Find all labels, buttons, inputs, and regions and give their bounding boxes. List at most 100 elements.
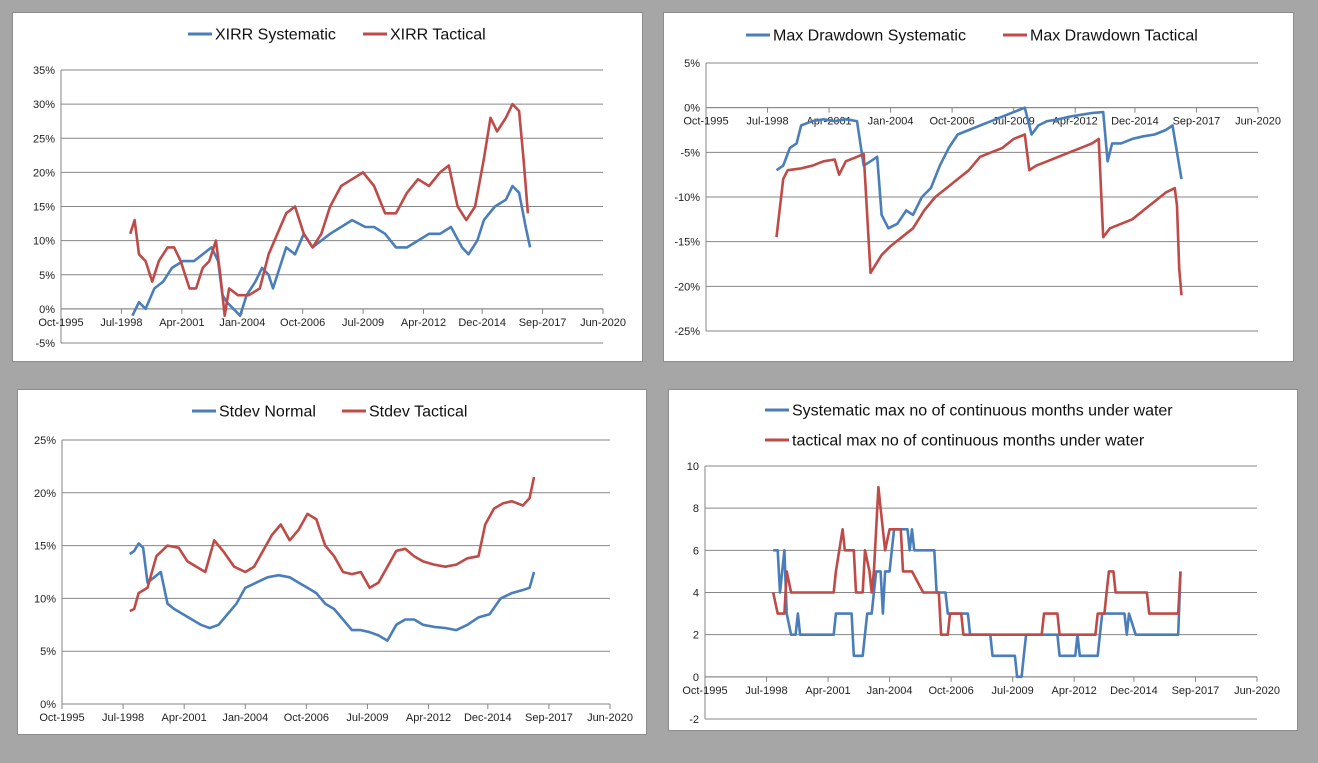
legend-item-0: Stdev Normal: [192, 404, 316, 421]
x-tick-label: Jun-2020: [1234, 685, 1280, 697]
months-chart-panel: -2 0 2 4 6 8 10 Oct-1995 Jul-1998 Apr-2001 Jan-200…: [668, 389, 1298, 731]
x-tick-label: Oct-2006: [930, 116, 975, 128]
legend-item-0: Systematic max no of continuous months u…: [765, 403, 1173, 420]
y-tick-label: -15%: [674, 237, 700, 249]
x-tick-label: Apr-2001: [162, 712, 207, 724]
x-tick-label: Oct-2006: [284, 712, 329, 724]
legend-label: tactical max no of continuous months und…: [792, 433, 1145, 450]
x-tick-label: Sep-2017: [1172, 685, 1220, 697]
series-line-0: [775, 106, 1183, 230]
x-tick-label: Apr-2001: [159, 317, 204, 329]
x-tick-label: Jul-2009: [342, 317, 384, 329]
x-tick-label: Oct-1995: [38, 317, 83, 329]
y-tick-label: 10%: [33, 236, 55, 248]
x-tick-label: Jul-1998: [745, 685, 787, 697]
x-tick-label: Jul-2009: [992, 685, 1034, 697]
y-tick-label: 6: [693, 545, 699, 557]
legend-label: Systematic max no of continuous months u…: [792, 403, 1173, 420]
x-tick-label: Dec-2014: [1111, 116, 1159, 128]
stdev-chart: 0% 5% 10% 15% 20% 25% Oct-1995 Jul-1998 Apr-2001…: [34, 404, 633, 725]
legend-label: Max Drawdown Systematic: [773, 28, 966, 45]
y-tick-label: 15%: [34, 541, 56, 553]
y-tick-label: 0%: [684, 103, 700, 115]
legend-label: Stdev Tactical: [369, 404, 467, 421]
y-tick-label: -20%: [674, 281, 700, 293]
stdev-chart-panel: 0% 5% 10% 15% 20% 25% Oct-1995 Jul-1998 Apr-2001…: [17, 389, 647, 735]
x-tick-label: Jan-2004: [868, 116, 914, 128]
series-line-1: [771, 485, 1182, 636]
x-tick-label: Oct-2006: [280, 317, 325, 329]
x-tick-label: Jul-1998: [746, 116, 788, 128]
y-tick-label: 20%: [33, 167, 55, 179]
x-tick-label: Dec-2014: [458, 317, 506, 329]
x-tick-label: Sep-2017: [525, 712, 573, 724]
y-tick-label: -10%: [674, 192, 700, 204]
series-line-0: [129, 542, 536, 642]
x-tick-label: Jan-2004: [222, 712, 268, 724]
x-tick-label: Jan-2004: [219, 317, 265, 329]
x-tick-label: Sep-2017: [1173, 116, 1221, 128]
x-tick-label: Jul-2009: [346, 712, 388, 724]
y-tick-label: 0: [693, 672, 699, 684]
x-tick-label: Apr-2012: [401, 317, 446, 329]
y-tick-label: 4: [693, 588, 699, 600]
y-tick-label: 0%: [39, 304, 55, 316]
months-chart: -2 0 2 4 6 8 10 Oct-1995 Jul-1998 Apr-2001 Jan-200…: [682, 403, 1280, 727]
legend-item-1: XIRR Tactical: [363, 27, 486, 44]
y-tick-label: 35%: [33, 65, 55, 77]
y-tick-label: 8: [693, 503, 699, 515]
drawdown-chart: -25% -20% -15% -10% -5% 0% 5% Oct-1995 Jul-1998 A…: [674, 28, 1281, 339]
y-tick-label: 10%: [34, 593, 56, 605]
x-tick-label: Dec-2014: [1110, 685, 1158, 697]
legend-label: Stdev Normal: [219, 404, 316, 421]
x-tick-label: Jan-2004: [867, 685, 913, 697]
legend-item-1: Stdev Tactical: [342, 404, 467, 421]
y-tick-label: 30%: [33, 99, 55, 111]
legend-label: XIRR Tactical: [390, 27, 486, 44]
x-tick-label: Jul-1998: [102, 712, 144, 724]
series-line-1: [775, 133, 1183, 296]
y-tick-label: 0%: [40, 699, 56, 711]
legend-item-0: Max Drawdown Systematic: [746, 28, 966, 45]
drawdown-chart-panel: -25% -20% -15% -10% -5% 0% 5% Oct-1995 Jul-1998 A…: [663, 12, 1294, 362]
x-tick-label: Jun-2020: [580, 317, 626, 329]
x-tick-label: Apr-2012: [406, 712, 451, 724]
x-tick-label: Sep-2017: [519, 317, 567, 329]
x-tick-label: Jun-2020: [587, 712, 633, 724]
xirr-chart-panel: -5% 0% 5% 10% 15% 20% 25% 30% 35% Oct-1995 Jul-199…: [12, 12, 643, 362]
series-line-1: [129, 476, 536, 613]
x-tick-label: Oct-1995: [39, 712, 84, 724]
y-tick-label: -5%: [35, 338, 55, 350]
x-tick-label: Jul-1998: [100, 317, 142, 329]
y-tick-label: 10: [687, 461, 699, 473]
x-tick-label: Jun-2020: [1235, 116, 1281, 128]
legend-item-0: XIRR Systematic: [188, 27, 336, 44]
y-tick-label: -5%: [680, 147, 700, 159]
x-tick-label: Oct-2006: [929, 685, 974, 697]
x-tick-label: Oct-1995: [683, 116, 728, 128]
y-tick-label: -2: [689, 714, 699, 726]
y-tick-label: 5%: [40, 646, 56, 658]
x-tick-label: Oct-1995: [682, 685, 727, 697]
x-tick-label: Apr-2012: [1053, 116, 1098, 128]
x-tick-label: Apr-2012: [1052, 685, 1097, 697]
y-tick-label: 5%: [39, 270, 55, 282]
y-tick-label: 20%: [34, 488, 56, 500]
x-tick-label: Apr-2001: [806, 116, 851, 128]
y-tick-label: 25%: [34, 435, 56, 447]
legend-label: Max Drawdown Tactical: [1030, 28, 1198, 45]
x-tick-label: Jul-2009: [993, 116, 1035, 128]
legend-item-1: Max Drawdown Tactical: [1003, 28, 1198, 45]
xirr-chart: -5% 0% 5% 10% 15% 20% 25% 30% 35% Oct-1995 Jul-199…: [33, 27, 626, 351]
y-tick-label: 5%: [684, 58, 700, 70]
series-line-1: [128, 102, 530, 317]
y-tick-label: 2: [693, 630, 699, 642]
x-tick-label: Apr-2001: [805, 685, 850, 697]
series-line-0: [773, 528, 1182, 679]
y-tick-label: 15%: [33, 202, 55, 214]
legend-item-1: tactical max no of continuous months und…: [765, 433, 1145, 450]
legend-label: XIRR Systematic: [215, 27, 336, 44]
y-tick-label: 25%: [33, 133, 55, 145]
x-tick-label: Dec-2014: [464, 712, 512, 724]
y-tick-label: -25%: [674, 326, 700, 338]
